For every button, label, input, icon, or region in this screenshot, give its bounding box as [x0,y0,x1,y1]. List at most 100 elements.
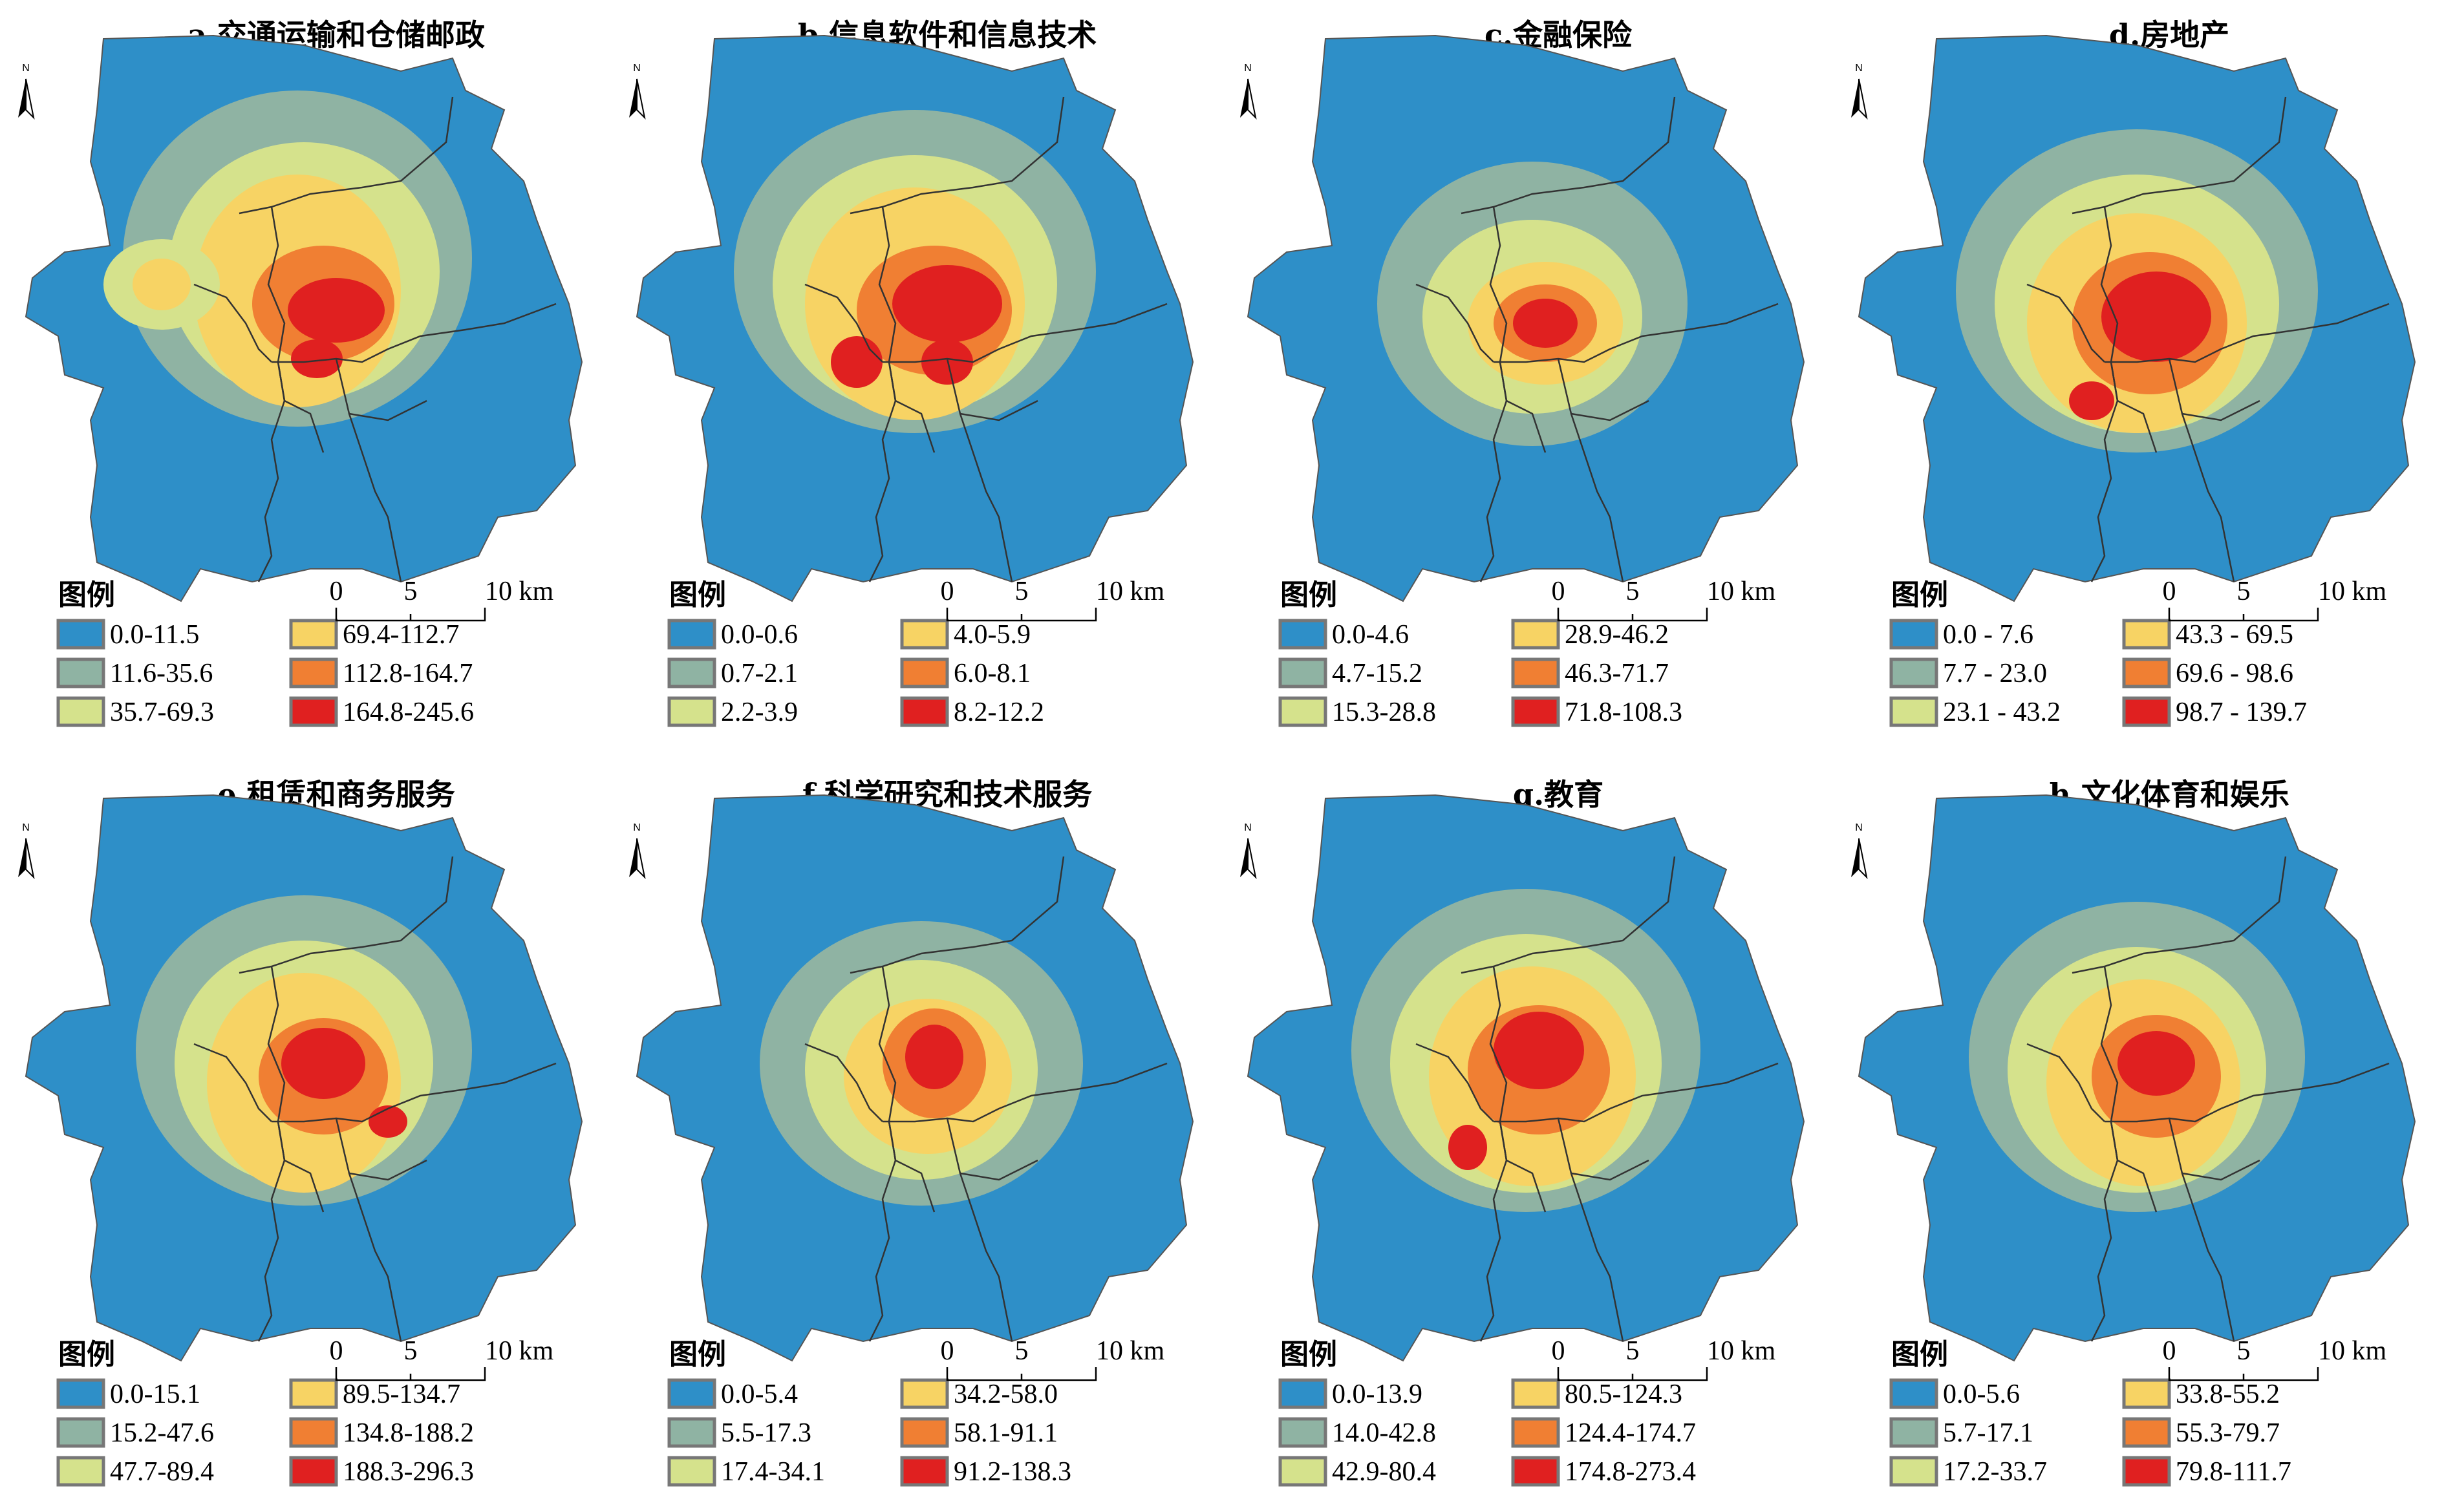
legend-swatch [56,1456,105,1487]
north-arrow-icon: N [1851,822,1868,880]
density-zone [892,265,1002,343]
legend-label: 42.9-80.4 [1332,1457,1436,1487]
district-boundary [1570,399,1649,421]
density-zone [1448,1125,1487,1170]
legend-label: 4.7-15.2 [1332,659,1422,688]
scale-bar: 0 5 10 km [1552,1336,1776,1381]
north-arrow-icon: N [18,822,35,880]
legend-label: 188.3-296.3 [343,1457,474,1487]
city-map [1858,34,2416,602]
district-boundary [335,1118,402,1342]
district-boundary [1494,1062,1779,1123]
scale-bar: 0 5 10 km [330,577,554,622]
map-panel: f.科学研究和技术服务N图例0.0-5.45.5-17.317.4-34.134… [629,777,1194,1487]
legend-label: 91.2-138.3 [954,1457,1071,1487]
legend-swatch [56,1417,105,1448]
district-boundary [193,283,272,363]
density-surface [734,110,1096,433]
legend-label: 80.5-124.3 [1565,1379,1682,1409]
scale-label: 10 km [1096,1336,1165,1366]
density-surface [136,895,472,1206]
scale-bar: 0 5 10 km [2163,1336,2387,1381]
map-panel: g.教育N图例0.0-13.914.0-42.842.9-80.480.5-12… [1240,777,1805,1487]
district-boundary [193,1043,272,1122]
density-zone [2117,1031,2195,1096]
north-arrow-right [1858,838,1868,880]
scale-label: 10 km [2318,1336,2387,1366]
legend-label: 47.7-89.4 [110,1457,214,1487]
north-label: N [1855,822,1863,833]
legend-label: 0.0-15.1 [110,1379,200,1409]
north-label: N [1244,63,1252,74]
scale-bar-line [1557,1367,1708,1381]
legend-swatch [1278,696,1327,727]
legend-label: 43.3 - 69.5 [2176,620,2293,650]
scale-bar: 0 5 10 km [2163,577,2387,622]
district-boundary [1415,1043,1494,1122]
scale-label: 0 [330,577,343,606]
legend-label: 6.0-8.1 [954,659,1031,688]
scale-label: 0 [330,1336,343,1366]
district-boundary [1570,1159,1649,1181]
city-map [1858,794,2416,1362]
legend-swatch [56,696,105,727]
legend-swatch [289,696,338,727]
district-boundary [1415,283,1494,363]
legend-title: 图例 [1280,579,1337,612]
legend-swatch [1511,1417,1560,1448]
legend-title: 图例 [1891,1338,1948,1371]
north-arrow-right [1247,838,1257,880]
north-arrow-icon: N [1851,63,1868,120]
district-boundary [1499,361,1547,453]
density-zone [291,339,343,378]
district-boundary [883,1062,1168,1123]
legend-label: 98.7 - 139.7 [2176,697,2307,727]
density-zone [288,278,385,343]
district-boundary [2110,1121,2158,1213]
scale-label: 5 [1626,1336,1640,1366]
legend-swatch [667,696,716,727]
scale-bar-line [335,608,486,622]
legend-swatch [2122,1378,2171,1409]
district-boundary [1494,303,1779,363]
legend-label: 79.8-111.7 [2176,1457,2291,1487]
scale-bar-line [335,1367,486,1381]
legend-swatch [2122,619,2171,650]
density-surface [1351,889,1700,1212]
legend-label: 35.7-69.3 [110,697,214,727]
density-surface [1969,902,2305,1212]
legend-label: 0.0-5.4 [721,1379,798,1409]
legend-swatch [2122,696,2171,727]
scale-label: 0 [2163,577,2176,606]
city-map [25,794,583,1362]
map-panel: c.金融保险N图例0.0-4.64.7-15.215.3-28.828.9-46… [1240,17,1805,727]
density-zone [2101,272,2211,362]
density-zone [1494,1012,1584,1089]
legend: 图例 0.0-5.4 5.5-17.3 17.4-34.1 34.2-58.0 58.1-… [667,1338,1071,1487]
legend: 图例 0.0-15.1 15.2-47.6 47.7-89.4 89.5-134.7 13… [56,1338,474,1487]
legend-label: 5.7-17.1 [1943,1418,2033,1448]
scale-label: 10 km [485,577,554,606]
legend-swatch [900,1456,949,1487]
scale-bar-line [2168,608,2319,622]
density-zone [281,1028,365,1099]
legend-swatch [1511,657,1560,688]
legend-swatch [56,657,105,688]
legend-swatch [1889,657,1938,688]
district-boundary [348,1159,427,1181]
district-boundary [348,399,427,421]
map-panel: h.文化体育和娱乐N图例0.0-5.65.7-17.117.2-33.733.8… [1851,777,2416,1487]
scale-bar-line [1557,608,1708,622]
district-boundary [1461,96,1676,215]
density-surface [1377,162,1688,446]
legend-label: 34.2-58.0 [954,1379,1058,1409]
legend-label: 124.4-174.7 [1565,1418,1696,1448]
north-arrow-left [18,79,26,118]
north-label: N [633,63,641,74]
legend: 图例 0.0-5.6 5.7-17.1 17.2-33.7 33.8-55.2 55.3-… [1889,1338,2291,1487]
district-boundary [239,856,454,974]
legend-swatch [1278,1378,1327,1409]
north-arrow-icon: N [1240,63,1257,120]
